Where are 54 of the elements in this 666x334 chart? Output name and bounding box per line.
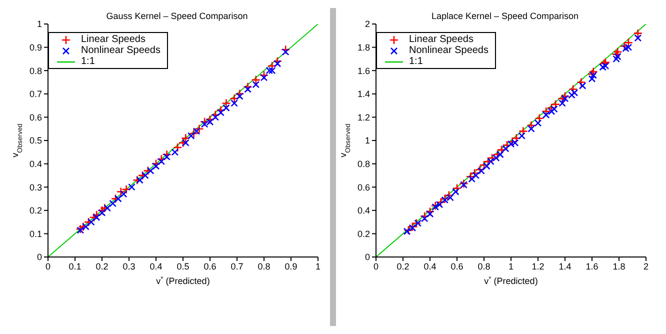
chart-title: Gauss Kernel – Speed Comparison [106, 11, 248, 21]
x-tick-label: 0.8 [258, 261, 270, 272]
y-tick-label: 0 [364, 252, 370, 262]
x-tick-label: 1.2 [532, 261, 544, 272]
y-tick-label: 0.4 [29, 158, 42, 169]
y-tick-label: 0.8 [357, 158, 370, 169]
x-axis-title: v$^{*}$ (Predicted) [484, 276, 538, 286]
x-tick-label: 0.4 [424, 261, 436, 272]
x-tick-label: 1.4 [558, 261, 572, 272]
x-tick-label: 0.6 [450, 261, 464, 272]
legend-label: Linear Speeds [81, 34, 146, 45]
y-tick-label: 0.1 [29, 228, 42, 239]
x-tick-label: 1 [315, 261, 321, 272]
y-tick-label: 0 [36, 252, 42, 262]
y-tick-label: 0.7 [29, 89, 42, 100]
y-tick-label: 1.4 [357, 89, 370, 100]
y-tick-label: 0.4 [357, 206, 370, 216]
y-tick-label: 0.9 [29, 42, 42, 52]
y-tick-label: 0.2 [357, 228, 370, 239]
legend-label: Nonlinear Speeds [81, 45, 160, 56]
legend-label: Nonlinear Speeds [409, 45, 488, 56]
y-tick-label: 0.3 [29, 182, 42, 192]
x-tick-label: 0.8 [478, 261, 490, 272]
x-tick-label: 1.6 [586, 261, 598, 272]
legend-label: Linear Speeds [409, 34, 474, 45]
x-tick-label: 0 [373, 261, 379, 272]
x-tick-label: 0.5 [176, 261, 190, 272]
x-tick-label: 0 [45, 261, 51, 272]
y-tick-label: 0.6 [357, 182, 370, 192]
x-tick-label: 1 [508, 261, 514, 272]
y-tick-label: 0.5 [29, 136, 42, 146]
x-tick-label: 2 [643, 261, 649, 272]
y-tick-label: 0.2 [29, 206, 42, 216]
chart-title: Laplace Kernel – Speed Comparison [431, 11, 579, 21]
y-tick-label: 1.6 [357, 66, 370, 76]
y-tick-label: 0.8 [29, 66, 42, 76]
y-tick-label: 0.6 [29, 112, 42, 122]
x-tick-label: 1.8 [612, 261, 626, 272]
y-tick-label: 1.2 [357, 112, 370, 122]
y-tick-label: 1 [364, 136, 370, 146]
legend-label: 1:1 [409, 56, 423, 67]
x-tick-label: 0.9 [284, 261, 298, 272]
x-tick-label: 0.3 [122, 261, 136, 272]
x-axis-title: v$^{*}$ (Predicted) [156, 276, 210, 286]
x-tick-label: 0.2 [96, 261, 108, 272]
y-tick-label: 1.8 [357, 42, 370, 52]
y-tick-label: 2 [364, 19, 370, 30]
x-tick-label: 0.2 [396, 261, 410, 272]
legend-label: 1:1 [81, 56, 95, 67]
y-tick-label: 1 [36, 19, 42, 30]
x-tick-label: 0.1 [68, 261, 82, 272]
x-tick-label: 0.6 [204, 261, 216, 272]
x-tick-label: 0.4 [150, 261, 162, 272]
x-tick-label: 0.7 [230, 261, 244, 272]
